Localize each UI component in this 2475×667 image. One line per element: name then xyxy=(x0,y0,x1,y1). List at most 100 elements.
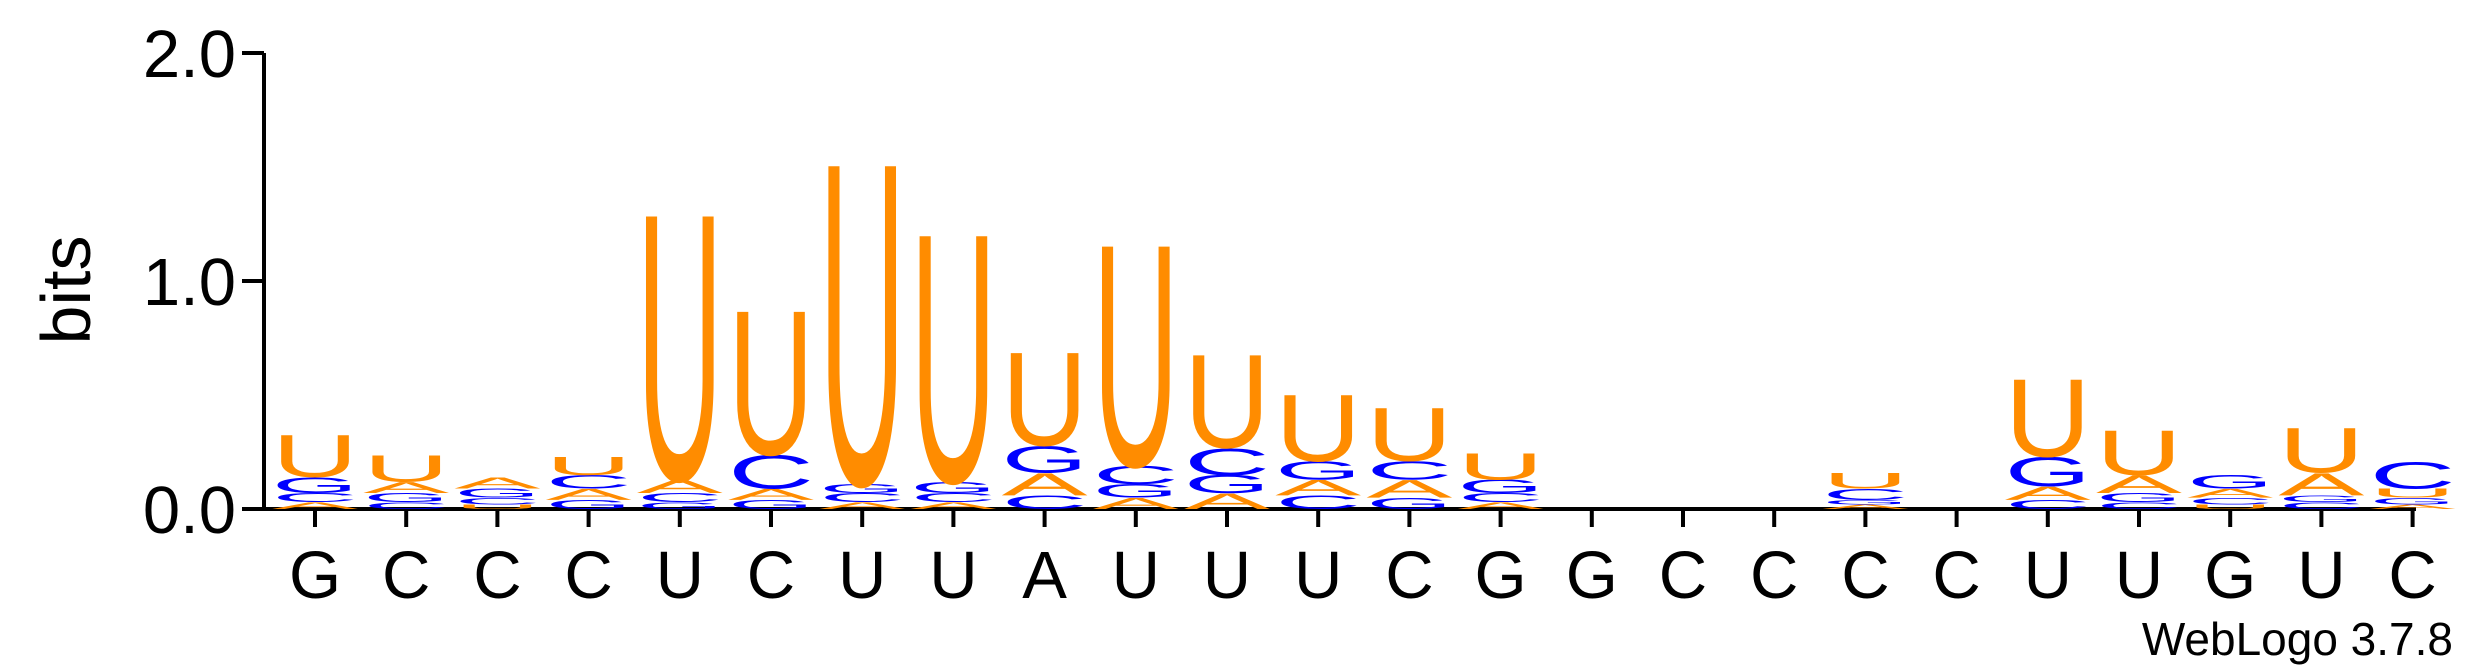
logo-letter: A xyxy=(2370,503,2457,510)
logo-letter: G xyxy=(546,498,632,512)
logo-letter: G xyxy=(2187,471,2273,492)
logo-letter: C xyxy=(637,491,723,505)
logo-letter: U xyxy=(1822,468,1908,493)
logo-letter: C xyxy=(2278,501,2364,512)
logo-letter: G xyxy=(1275,457,1361,485)
x-tick-label: U xyxy=(838,538,886,613)
logo-letter: C xyxy=(2096,501,2182,512)
logo-letter: G xyxy=(2278,494,2364,505)
logo-letter: G xyxy=(1366,495,1452,513)
logo-letter: U xyxy=(910,159,996,558)
y-tick-label: 0.0 xyxy=(143,473,236,548)
logo-letter: G xyxy=(1002,438,1088,481)
x-tick-label: C xyxy=(1750,538,1798,613)
logo-letter: G xyxy=(637,501,723,512)
logo-letter: G xyxy=(1184,470,1270,498)
logo-letter: C xyxy=(1822,486,1908,504)
x-tick-label: C xyxy=(2388,538,2436,613)
logo-letter: A xyxy=(1002,467,1089,503)
x-tick-label: C xyxy=(1659,538,1707,613)
logo-letter: A xyxy=(2278,467,2365,503)
logo-letter: A xyxy=(637,476,723,497)
x-tick-label: U xyxy=(1294,538,1342,613)
logo-letter: G xyxy=(2096,491,2182,505)
logo-letter: C xyxy=(546,471,632,492)
logo-letter: C xyxy=(2370,454,2456,497)
x-tick-label: C xyxy=(1932,538,1980,613)
logo-letter: C xyxy=(2187,496,2273,507)
logo-letter: A xyxy=(454,474,540,492)
logo-letter: A xyxy=(2005,483,2091,504)
x-tick-label: U xyxy=(656,538,704,613)
logo-letter: U xyxy=(363,447,449,490)
logo-letter: C xyxy=(1184,440,1270,483)
logo-letter: U xyxy=(454,503,540,510)
logo-letter: U xyxy=(1458,445,1544,488)
logo-letter: A xyxy=(910,501,997,512)
logo-letter: A xyxy=(546,486,632,504)
logo-letter: A xyxy=(272,501,359,512)
logo-letter: A xyxy=(1822,503,1909,510)
logo-letter: G xyxy=(728,498,814,512)
logo-letter: U xyxy=(1002,325,1088,475)
logo-letter: U xyxy=(2187,503,2273,510)
logo-letter: C xyxy=(819,491,905,505)
x-tick-label: U xyxy=(929,538,977,613)
logo-letter: U xyxy=(1366,392,1452,478)
x-tick-label: U xyxy=(2297,538,2345,613)
logo-letter: U xyxy=(819,67,905,583)
x-tick-label: C xyxy=(1385,538,1433,613)
logo-letter: C xyxy=(454,496,540,507)
y-tick-label: 2.0 xyxy=(143,17,236,92)
logo-letter: A xyxy=(1275,475,1362,500)
logo-letter: G xyxy=(1458,476,1544,497)
logo-letter: G xyxy=(1822,499,1908,506)
logo-letter: U xyxy=(546,452,632,480)
logo-letter: C xyxy=(910,491,996,505)
logo-letter: C xyxy=(272,491,358,505)
logo-letter: U xyxy=(2370,486,2456,500)
logo-letter: A xyxy=(1366,475,1453,503)
logo-letter: C xyxy=(2005,498,2091,512)
x-tick-label: C xyxy=(382,538,430,613)
logo-letter: G xyxy=(910,479,996,497)
logo-letter: A xyxy=(728,486,814,504)
x-tick-label: C xyxy=(564,538,612,613)
y-tick-label: 1.0 xyxy=(143,245,236,320)
logo-letter: A xyxy=(1458,501,1545,512)
logo-letter: U xyxy=(2096,417,2182,488)
x-tick-label: C xyxy=(473,538,521,613)
logo-letter: C xyxy=(1002,492,1088,513)
logo-letter: C xyxy=(1366,457,1452,485)
logo-letter: A xyxy=(819,501,906,512)
logo-letter: U xyxy=(1184,327,1270,477)
x-tick-label: C xyxy=(1841,538,1889,613)
footer: WebLogo 3.7.8 xyxy=(2142,613,2453,665)
logo-letter: G xyxy=(2005,449,2091,495)
y-axis-label: bits xyxy=(27,236,105,345)
logo-letter: G xyxy=(454,486,540,500)
logo-letter: U xyxy=(637,135,723,562)
x-tick-label: G xyxy=(2204,538,2256,613)
x-tick-label: G xyxy=(1475,538,1527,613)
logo-letter: U xyxy=(728,268,814,498)
logo-letter: U xyxy=(2005,357,2091,481)
x-tick-label: U xyxy=(1203,538,1251,613)
x-tick-label: G xyxy=(1566,538,1618,613)
x-tick-label: A xyxy=(1022,538,1067,613)
x-tick-label: U xyxy=(2024,538,2072,613)
x-tick-label: C xyxy=(747,538,795,613)
logo-letter: U xyxy=(2278,415,2364,486)
x-tick-label: G xyxy=(289,538,341,613)
logo-letter: C xyxy=(728,445,814,499)
x-tick-label: U xyxy=(1112,538,1160,613)
logo-letter: C xyxy=(1458,491,1544,505)
logo-letter: A xyxy=(2187,486,2274,500)
logo-letter: U xyxy=(1093,178,1179,534)
logo-letter: A xyxy=(1184,489,1271,514)
logo-letter: A xyxy=(363,479,449,497)
logo-letter: U xyxy=(1275,374,1361,481)
logo-letter: C xyxy=(363,501,449,512)
x-tick-label: U xyxy=(2115,538,2163,613)
